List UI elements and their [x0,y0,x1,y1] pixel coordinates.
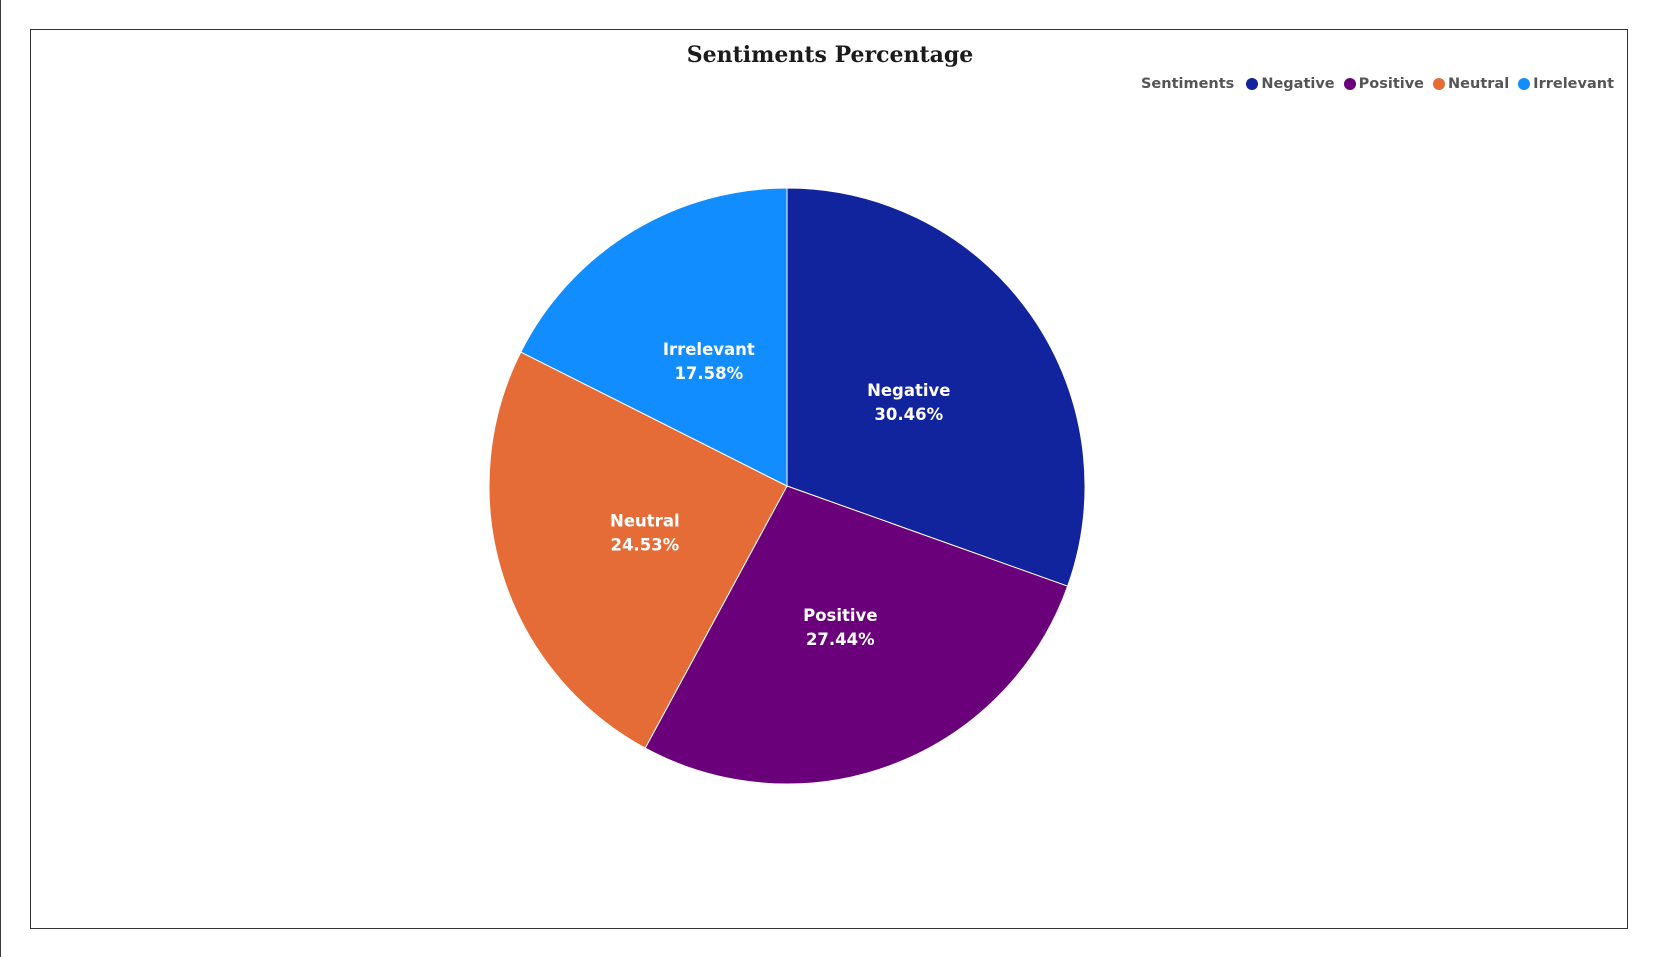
slice-value-label: 17.58% [674,364,743,383]
slice-category-label: Irrelevant [663,340,755,359]
legend-marker-icon [1518,78,1531,90]
legend-marker-icon [1343,78,1356,90]
pie-slice-negative[interactable] [786,187,1086,587]
chart-container: Sentiments Percentage Sentiments Negativ… [30,29,1628,929]
slice-category-label: Negative [867,381,950,400]
legend-label: Negative [1261,76,1335,92]
legend-item-negative[interactable]: Negative [1246,76,1335,92]
legend-label: Positive [1358,76,1425,92]
slice-value-label: 24.53% [610,536,679,555]
slice-category-label: Positive [803,606,877,625]
slice-category-label: Neutral [610,512,680,531]
legend-item-neutral[interactable]: Neutral [1433,76,1509,92]
legend-label: Irrelevant [1533,76,1614,92]
slice-value-label: 27.44% [806,630,875,649]
legend-marker-icon [1433,78,1446,90]
chart-title: Sentiments Percentage [686,42,974,68]
legend-item-irrelevant[interactable]: Irrelevant [1518,76,1614,92]
legend-marker-icon [1246,78,1259,90]
pie-slice-positive[interactable] [644,485,1069,785]
legend-title: Sentiments [1140,76,1235,92]
slice-value-label: 30.46% [874,405,943,424]
legend-label: Neutral [1448,76,1510,92]
pie-chart: Negative 30.46% Positive 27.44% Neutral 24.53… [488,187,1086,785]
pie-slice-irrelevant[interactable] [520,187,788,487]
pie-slice-neutral[interactable] [488,351,788,749]
page-left-border [0,0,1,957]
legend: Sentiments Negative Positive Neutral Irr… [1141,76,1614,92]
legend-item-positive[interactable]: Positive [1343,76,1425,92]
